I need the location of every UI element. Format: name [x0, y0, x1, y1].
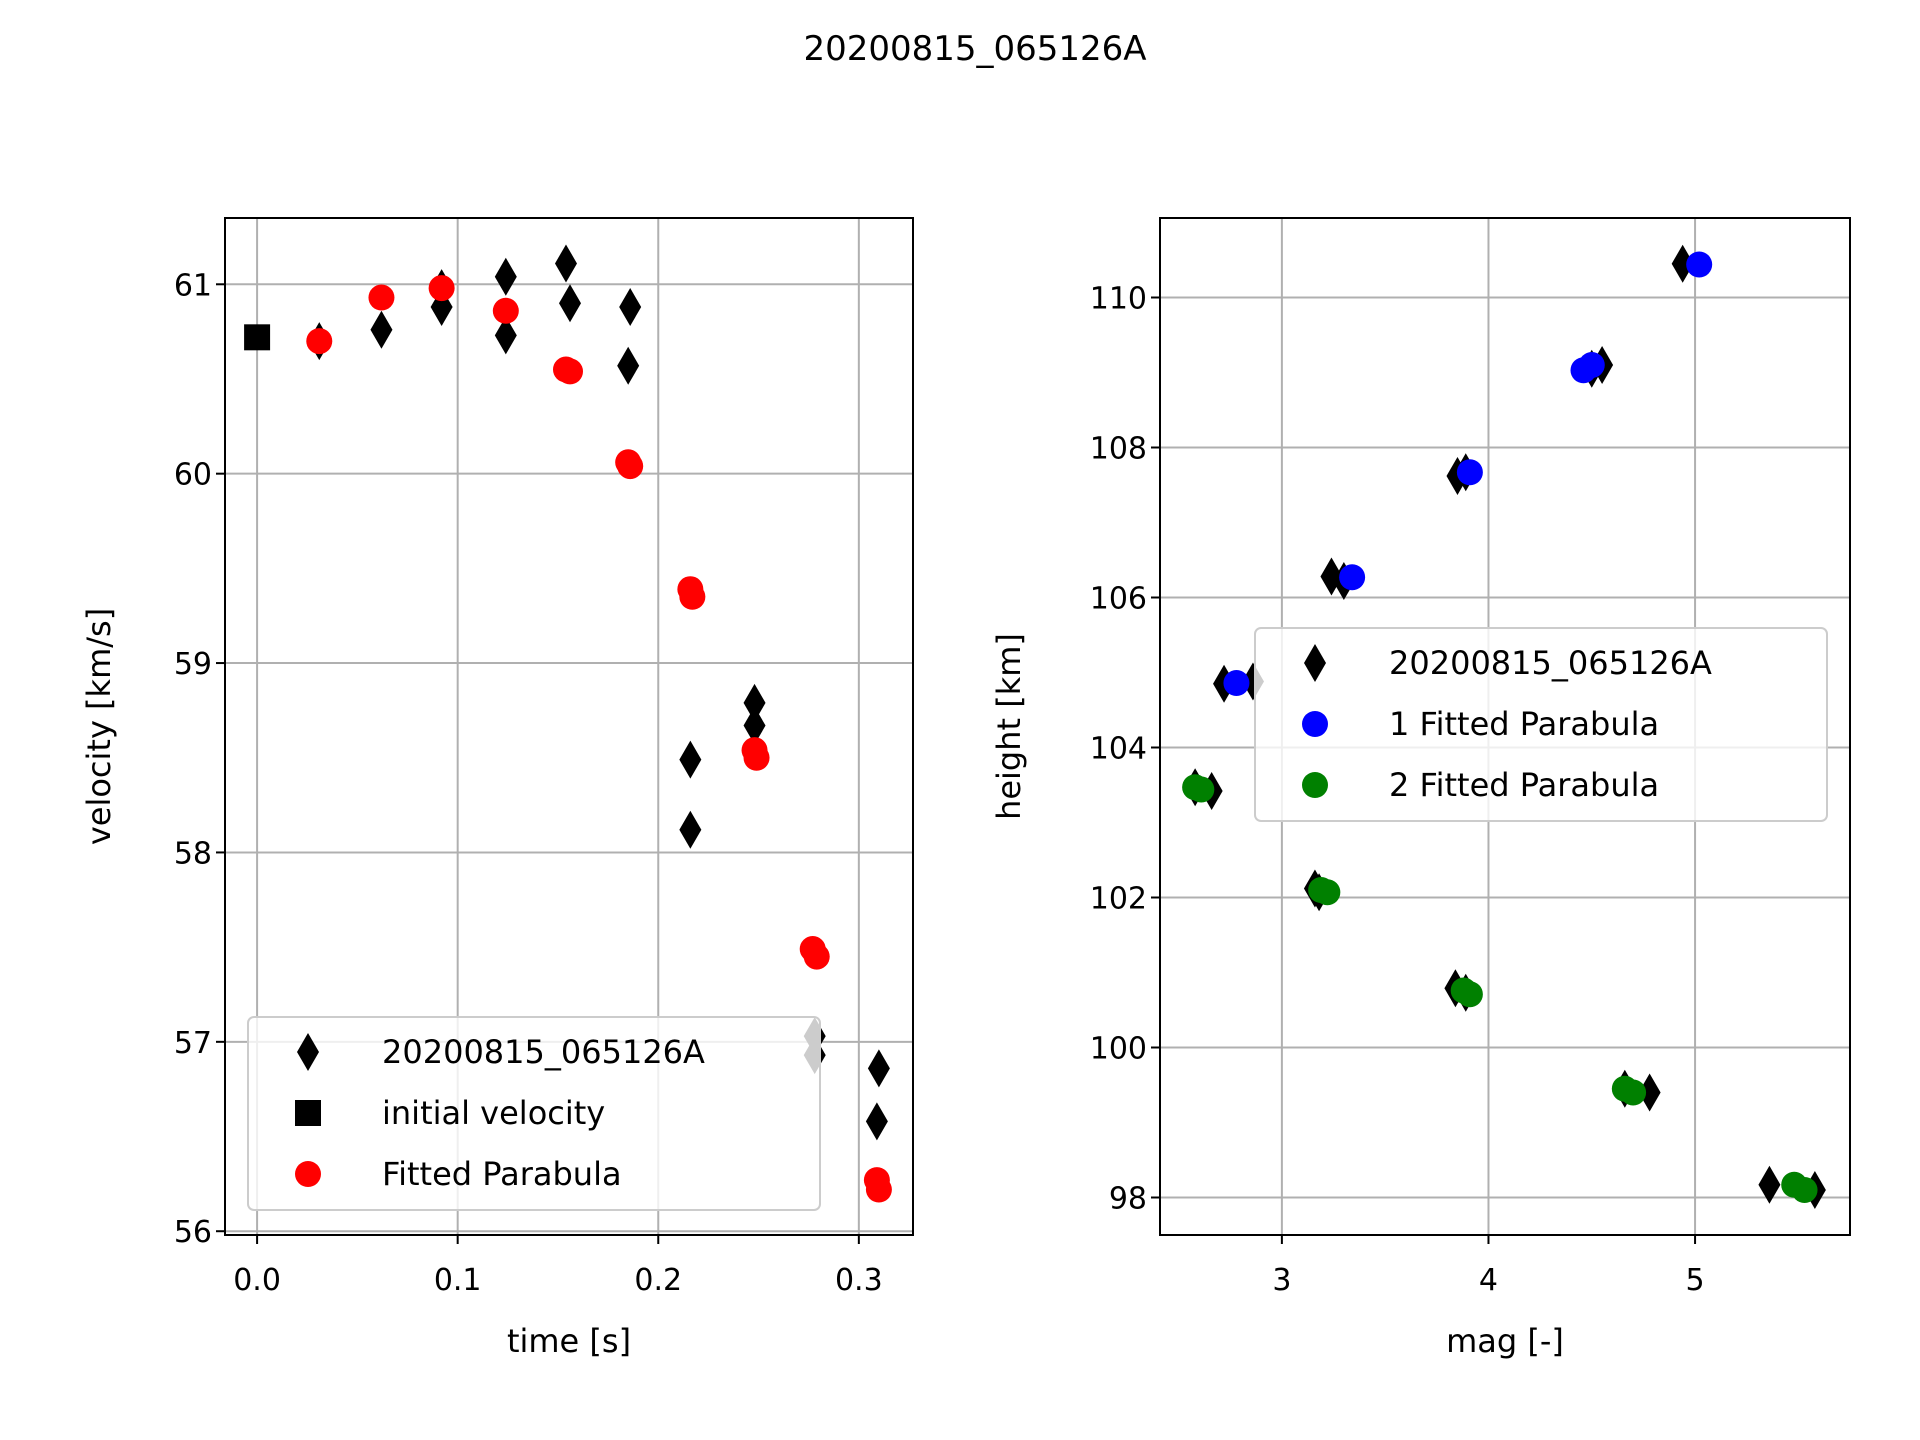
legend-label: Fitted Parabula — [382, 1155, 622, 1193]
velocity-time-axes: 0.0 0.1 0.2 0.3 56 57 58 59 60 61 time [s] velocity… — [80, 217, 914, 1360]
legend-marker — [295, 1161, 321, 1187]
data-point — [1620, 1079, 1647, 1106]
y-tick-label: 98 — [1109, 1182, 1147, 1217]
legend-marker — [297, 1033, 319, 1071]
legend-marker — [1304, 644, 1326, 682]
series-2 — [1182, 774, 1818, 1203]
data-point — [1791, 1177, 1818, 1203]
legend-frame — [247, 1016, 821, 1211]
data-point — [1188, 776, 1215, 803]
data-point — [492, 297, 519, 324]
data-point — [617, 346, 640, 385]
axes-frame — [1159, 217, 1851, 1236]
data-point — [428, 275, 455, 302]
y-axis-label: height [km] — [990, 633, 1028, 820]
figure-suptitle: 20200815_065126A — [803, 29, 1146, 69]
y-tick-label: 60 — [174, 458, 212, 493]
data-point — [1314, 879, 1341, 906]
x-axis-label: mag [-] — [1446, 1322, 1564, 1360]
y-tick-label: 57 — [174, 1026, 212, 1061]
data-point — [743, 683, 766, 722]
y-tick-label: 106 — [1090, 582, 1147, 617]
data-point — [803, 943, 830, 970]
y-tick-label: 56 — [174, 1215, 212, 1250]
data-point — [865, 1102, 888, 1141]
data-point — [1456, 459, 1483, 486]
data-point — [679, 810, 702, 849]
data-point — [1638, 1073, 1661, 1112]
data-point — [679, 583, 706, 610]
data-point — [743, 706, 766, 745]
data-point — [679, 740, 702, 779]
y-tick-label: 61 — [174, 268, 212, 303]
legend-marker — [1302, 772, 1328, 798]
y-tick-label: 110 — [1090, 282, 1147, 317]
legend-marker — [295, 1100, 321, 1126]
data-point — [306, 328, 333, 355]
data-point — [1339, 564, 1366, 591]
y-tick-label: 59 — [174, 647, 212, 682]
x-tick-label: 0.2 — [634, 1263, 682, 1298]
series-2 — [306, 275, 892, 1203]
y-axis-label: velocity [km/s] — [80, 608, 118, 845]
y-tick-label: 58 — [174, 836, 212, 871]
data-point — [559, 284, 582, 323]
x-tick-label: 0.3 — [835, 1263, 883, 1298]
x-tick-label: 4 — [1479, 1263, 1498, 1298]
x-tick-label: 3 — [1272, 1263, 1291, 1298]
legend-label: 20200815_065126A — [1389, 644, 1712, 682]
data-point — [865, 1176, 892, 1203]
legend-marker — [1302, 711, 1328, 737]
legend-label: 2 Fitted Parabula — [1389, 766, 1659, 804]
legend: 20200815_065126A 1 Fitted Parabula 2 Fitte… — [1254, 627, 1828, 822]
data-point — [743, 744, 770, 771]
legend-label: initial velocity — [382, 1094, 605, 1132]
series-1 — [244, 324, 271, 351]
data-point — [1223, 670, 1250, 696]
data-point — [370, 310, 393, 349]
data-point — [1671, 244, 1694, 283]
y-tick-label: 100 — [1090, 1032, 1147, 1067]
legend-label: 20200815_065126A — [382, 1033, 705, 1071]
data-point — [554, 244, 577, 283]
x-tick-label: 5 — [1686, 1263, 1705, 1298]
y-tick-label: 108 — [1090, 432, 1147, 467]
data-point — [368, 284, 395, 311]
data-point — [494, 316, 517, 355]
y-tick-label: 104 — [1090, 732, 1147, 767]
axes-frame — [224, 217, 914, 1236]
data-point — [494, 257, 517, 296]
height-mag-axes: 3 4 5 98 100 102 104 106 108 110 mag [-] height [km… — [990, 217, 1851, 1360]
x-axis-label: time [s] — [507, 1322, 631, 1360]
y-tick-label: 102 — [1090, 882, 1147, 917]
data-point — [617, 453, 644, 480]
legend-frame — [1254, 627, 1828, 822]
data-point — [557, 358, 584, 385]
series-1 — [1223, 251, 1713, 696]
data-point — [244, 324, 271, 351]
x-tick-label: 0.1 — [434, 1263, 482, 1298]
data-point — [1686, 251, 1713, 278]
data-point — [1456, 981, 1483, 1008]
data-point — [867, 1049, 890, 1088]
x-tick-label: 0.0 — [233, 1263, 281, 1298]
data-point — [619, 288, 642, 327]
legend-label: 1 Fitted Parabula — [1389, 705, 1659, 743]
data-point — [1758, 1165, 1781, 1204]
data-point — [1578, 352, 1605, 378]
